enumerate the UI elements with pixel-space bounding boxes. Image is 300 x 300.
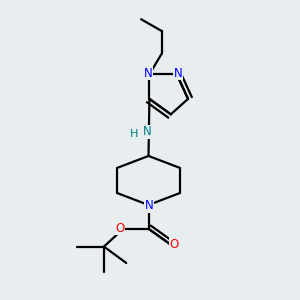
Text: N: N xyxy=(174,67,182,80)
Text: N: N xyxy=(145,199,154,212)
Text: H: H xyxy=(130,129,139,139)
Text: N: N xyxy=(144,67,153,80)
Text: O: O xyxy=(169,238,178,251)
Text: N: N xyxy=(143,125,152,138)
Text: O: O xyxy=(115,222,124,235)
